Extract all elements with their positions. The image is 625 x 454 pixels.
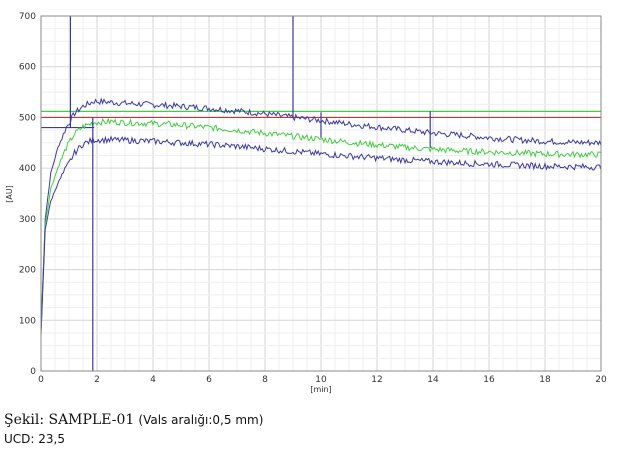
- x-tick-label: 0: [38, 375, 44, 385]
- markers: [69, 16, 431, 371]
- y-tick-label: 500: [19, 113, 36, 123]
- x-tick-label: 20: [595, 375, 607, 385]
- x-tick-label: 12: [371, 375, 382, 385]
- chart: 0 100 200 300 400 500 600 700 0 2 4 6 8 10 12 14 16 18 20…: [5, 12, 607, 394]
- x-tick-label: 18: [539, 375, 551, 385]
- y-tick-label: 100: [19, 316, 36, 326]
- figure-caption: Şekil: SAMPLE-01 (Vals aralığı:0,5 mm): [4, 412, 263, 428]
- x-tick-label: 8: [262, 375, 268, 385]
- grid: [40, 15, 602, 372]
- y-tick-label: 400: [19, 164, 36, 174]
- y-tick-label: 300: [19, 215, 36, 225]
- y-axis-title: [AU]: [5, 185, 14, 203]
- y-tick-label: 700: [19, 12, 36, 22]
- x-axis-title: [min]: [310, 385, 331, 394]
- x-tick-label: 10: [315, 375, 327, 385]
- series-line-middle: [40, 117, 602, 334]
- plot-frame: [40, 15, 602, 372]
- ucd-value: UCD: 23,5: [4, 432, 65, 446]
- x-tick-label: 16: [483, 375, 495, 385]
- series-line-lower: [40, 135, 602, 336]
- x-tick-label: 6: [206, 375, 212, 385]
- caption-detail: (Vals aralığı:0,5 mm): [138, 413, 264, 427]
- y-tick-label: 600: [19, 63, 36, 73]
- y-tick-labels: 0 100 200 300 400 500 600 700: [19, 12, 36, 377]
- x-tick-label: 4: [150, 375, 156, 385]
- x-tick-label: 2: [94, 375, 100, 385]
- y-tick-label: 0: [30, 367, 36, 377]
- x-tick-labels: 0 2 4 6 8 10 12 14 16 18 20: [38, 375, 607, 385]
- x-tick-label: 14: [427, 375, 439, 385]
- caption-label: Şekil: SAMPLE-01: [4, 412, 135, 428]
- y-tick-label: 200: [19, 266, 36, 276]
